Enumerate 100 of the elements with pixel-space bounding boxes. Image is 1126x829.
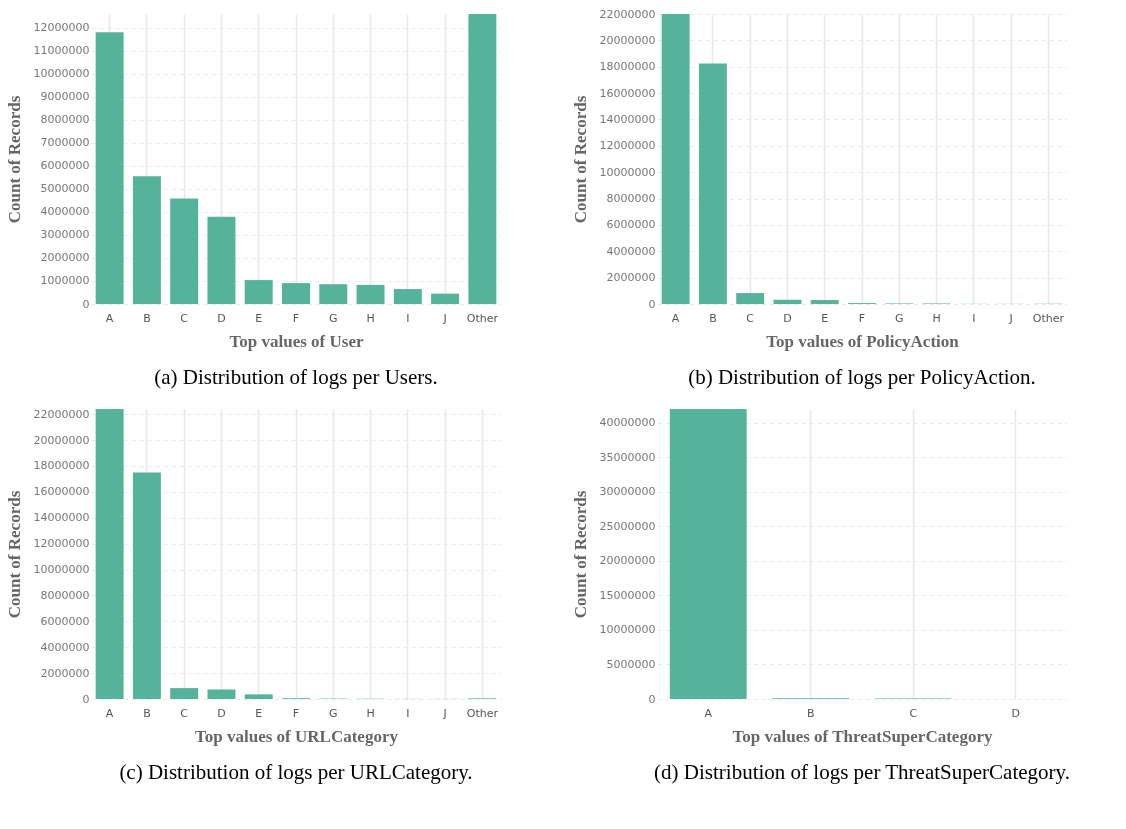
y-tick-label: 0 — [82, 297, 90, 311]
x-tick-label: D — [217, 706, 226, 720]
x-tick-label: H — [366, 706, 375, 720]
y-tick-label: 4000000 — [40, 640, 90, 654]
y-tick-label: 2000000 — [40, 251, 90, 265]
y-tick-label: 2000000 — [606, 271, 656, 285]
y-tick-label: 3000000 — [40, 228, 90, 242]
x-tick-label: Other — [466, 311, 499, 325]
x-tick-label: Other — [1032, 311, 1065, 325]
y-tick-label: 8000000 — [606, 192, 656, 206]
bar — [132, 472, 161, 699]
y-tick-label: 35000000 — [599, 450, 656, 464]
text: (a) Distribution of logs per Users. — [154, 365, 438, 389]
y-tick-label: 0 — [82, 692, 90, 706]
x-axis-title: Top values of URLCategory — [195, 726, 399, 746]
bar — [170, 688, 199, 699]
bar — [207, 216, 236, 304]
y-tick-label: 16000000 — [33, 485, 90, 499]
y-tick-label: 15000000 — [599, 588, 656, 602]
y-tick-label: 18000000 — [599, 60, 656, 74]
y-tick-label: 0 — [648, 692, 656, 706]
bar — [736, 293, 765, 304]
y-tick-label: 10000000 — [599, 623, 656, 637]
bar — [393, 289, 422, 304]
bar — [356, 284, 385, 304]
y-tick-label: 9000000 — [40, 90, 90, 104]
y-tick-label: 8000000 — [40, 113, 90, 127]
x-tick-label: I — [972, 311, 976, 325]
x-tick-label: C — [180, 706, 189, 720]
y-tick-label: 2000000 — [40, 666, 90, 680]
bar — [810, 300, 839, 304]
bar — [207, 689, 236, 699]
x-tick-label: J — [1008, 311, 1013, 325]
x-tick-label: H — [366, 311, 375, 325]
y-tick-label: 12000000 — [33, 537, 90, 551]
x-tick-label: I — [406, 311, 410, 325]
y-tick-label: 14000000 — [599, 112, 656, 126]
x-axis-title: Top values of ThreatSuperCategory — [732, 726, 993, 746]
x-tick-label: D — [783, 311, 792, 325]
x-tick-label: J — [442, 311, 447, 325]
x-tick-label: A — [671, 311, 680, 325]
x-tick-label: A — [105, 706, 114, 720]
text: (b) Distribution of logs per PolicyAction. — [688, 365, 1036, 389]
y-tick-label: 10000000 — [599, 165, 656, 179]
x-axis-title: Top values of User — [229, 331, 364, 351]
y-tick-label: 25000000 — [599, 519, 656, 533]
y-axis-title: Count of Records — [570, 490, 590, 619]
y-tick-label: 4000000 — [606, 244, 656, 258]
y-tick-label: 20000000 — [599, 554, 656, 568]
y-tick-label: 10000000 — [33, 563, 90, 577]
x-tick-label: C — [180, 311, 189, 325]
y-tick-label: 14000000 — [33, 511, 90, 525]
y-axis-title: Count of Records — [570, 95, 590, 224]
x-tick-label: G — [329, 706, 338, 720]
y-tick-label: 18000000 — [33, 459, 90, 473]
y-tick-label: 4000000 — [40, 205, 90, 219]
y-tick-label: 6000000 — [40, 159, 90, 173]
y-tick-label: 0 — [648, 297, 656, 311]
x-tick-label: F — [292, 311, 300, 325]
x-tick-label: D — [1011, 706, 1020, 720]
y-tick-label: 7000000 — [40, 136, 90, 150]
x-tick-label: E — [255, 311, 263, 325]
y-tick-label: 6000000 — [606, 218, 656, 232]
y-tick-label: 22000000 — [599, 7, 656, 21]
y-tick-label: 5000000 — [606, 657, 656, 671]
x-tick-label: G — [895, 311, 904, 325]
x-tick-label: C — [746, 311, 755, 325]
bar — [282, 283, 310, 304]
y-tick-label: 20000000 — [599, 33, 656, 47]
x-tick-label: B — [806, 706, 815, 720]
text: (d) Distribution of logs per ThreatSuperCategory. — [654, 760, 1070, 784]
x-tick-label: E — [821, 311, 829, 325]
bar — [95, 409, 124, 699]
bar — [132, 176, 161, 304]
bar — [468, 14, 497, 304]
y-tick-label: 20000000 — [33, 433, 90, 447]
x-tick-label: Other — [466, 706, 499, 720]
x-tick-label: B — [143, 311, 151, 325]
y-tick-label: 12000000 — [33, 21, 90, 35]
bar — [170, 198, 199, 304]
x-tick-label: B — [143, 706, 151, 720]
bar — [319, 284, 348, 304]
bar — [773, 299, 802, 304]
y-tick-label: 6000000 — [40, 614, 90, 628]
x-tick-label: F — [858, 311, 866, 325]
y-tick-label: 22000000 — [33, 407, 90, 421]
bar — [698, 63, 727, 304]
y-axis-title: Count of Records — [4, 490, 24, 619]
y-tick-label: 8000000 — [40, 588, 90, 602]
y-tick-label: 30000000 — [599, 485, 656, 499]
x-tick-label: G — [329, 311, 338, 325]
y-tick-label: 16000000 — [599, 86, 656, 100]
x-tick-label: D — [217, 311, 226, 325]
x-tick-label: E — [255, 706, 263, 720]
y-tick-label: 40000000 — [599, 416, 656, 430]
text: (c) Distribution of logs per URLCategory. — [119, 760, 473, 784]
bar — [669, 409, 747, 699]
x-tick-label: A — [105, 311, 114, 325]
y-tick-label: 1000000 — [40, 274, 90, 288]
bar — [95, 32, 124, 304]
